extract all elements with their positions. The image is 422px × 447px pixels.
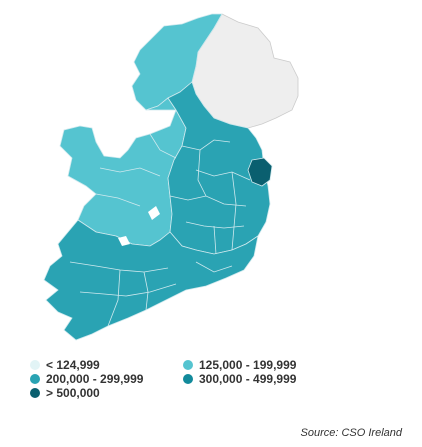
county-border-line	[149, 133, 177, 159]
county-borders	[69, 133, 251, 327]
legend-swatch-icon	[30, 388, 40, 398]
legend-swatch-icon	[30, 374, 40, 384]
county-border-line	[143, 271, 149, 311]
legend-label-band4: 300,000 - 499,999	[199, 372, 297, 386]
legend-item-band4: 300,000 - 499,999	[183, 372, 296, 386]
legend-item-band2: 125,000 - 199,999	[183, 358, 296, 372]
legend-item-band1: < 124,999	[30, 358, 100, 372]
county-border-line	[107, 269, 121, 327]
county-border-line	[79, 283, 177, 297]
county-border-line	[231, 171, 237, 251]
munster-region	[43, 219, 259, 341]
dublin-region	[247, 157, 273, 187]
legend-label-band5: > 500,000	[46, 386, 100, 400]
legend-label-band3: 200,000 - 299,999	[46, 372, 144, 386]
legend-item-band5: > 500,000	[30, 386, 100, 400]
legend-label-band2: 125,000 - 199,999	[199, 358, 297, 372]
county-border-line	[213, 225, 217, 255]
source-caption: Source: CSO Ireland	[300, 427, 403, 439]
lough-corrib-shape	[148, 206, 160, 220]
county-border-line	[195, 261, 233, 273]
legend-swatch-icon	[183, 360, 193, 370]
ireland-map	[43, 13, 299, 341]
county-border-line	[195, 169, 251, 181]
legend-swatch-icon	[30, 360, 40, 370]
ireland-map-svg	[43, 13, 299, 341]
county-border-line	[95, 193, 141, 207]
legend-item-band3: 200,000 - 299,999	[30, 372, 143, 386]
legend-swatch-icon	[183, 374, 193, 384]
county-border-line	[99, 167, 161, 177]
legend-label-band1: < 124,999	[46, 358, 100, 372]
lough-derg-shape	[118, 236, 130, 246]
county-border-line	[181, 139, 231, 151]
county-border-line	[197, 149, 207, 197]
